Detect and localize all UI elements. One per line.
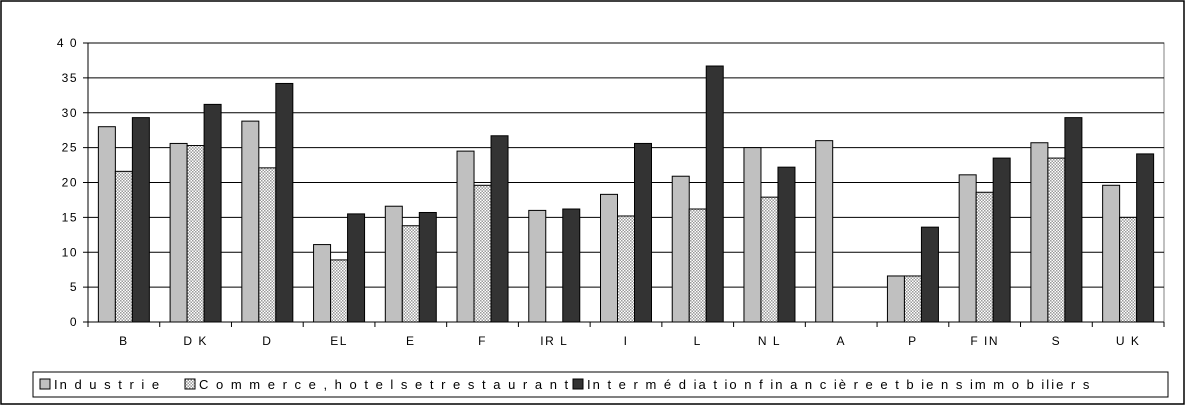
x-tick-label: P — [908, 334, 918, 348]
bar-3-4 — [347, 213, 366, 323]
bar-1-12 — [886, 275, 905, 323]
x-tick-labels: B D K D EL E F IR L I L N L A P F IN S U K — [119, 334, 1141, 348]
legend-swatch-1 — [39, 378, 51, 390]
x-tick-label: D — [262, 334, 272, 348]
x-tick-label: L — [694, 334, 702, 348]
bar-2-4 — [330, 259, 349, 323]
bar-1-7 — [528, 209, 547, 323]
bar-2-15 — [1119, 216, 1138, 323]
bar-1-11 — [815, 140, 834, 323]
bar-3-13 — [992, 157, 1011, 323]
bar-1-13 — [958, 174, 977, 323]
bar-3-5 — [418, 211, 437, 323]
bar-3-3 — [275, 82, 294, 323]
bars — [97, 65, 1155, 323]
legend-swatch-3 — [572, 378, 584, 390]
y-tick-label: 35 — [62, 71, 78, 85]
bar-2-12 — [903, 275, 922, 323]
bar-2-6 — [473, 184, 492, 323]
bar-2-2 — [186, 145, 205, 323]
bar-3-10 — [777, 166, 796, 323]
y-tick-label: 0 — [70, 315, 78, 329]
legend-swatch-2 — [184, 378, 196, 390]
x-tick-label: F IN — [970, 334, 999, 348]
bar-3-1 — [131, 117, 150, 323]
bar-1-3 — [241, 120, 260, 323]
bar-1-5 — [384, 205, 403, 323]
bar-2-1 — [114, 170, 133, 323]
y-tick-label: 10 — [62, 245, 78, 259]
bar-3-9 — [705, 65, 724, 323]
bar-1-2 — [169, 142, 188, 323]
bar-1-9 — [671, 175, 690, 323]
x-tick-label: EL — [330, 334, 348, 348]
legend: In d u s t r i e C o m m e r c e , h o t … — [39, 377, 1091, 392]
y-tick-label: 4 0 — [57, 36, 78, 50]
x-tick-label: A — [836, 334, 846, 348]
x-tick-label: E — [406, 334, 416, 348]
y-tick-label: 15 — [62, 210, 78, 224]
bar-3-12 — [920, 226, 939, 323]
bar-1-6 — [456, 150, 475, 323]
y-tick-label: 20 — [62, 176, 78, 190]
bar-3-6 — [490, 135, 509, 323]
x-tick-label: B — [119, 334, 129, 348]
y-tick-label: 5 — [70, 280, 78, 294]
x-tick-label: F — [478, 334, 487, 348]
y-tick-labels: 0 5 10 15 20 25 30 35 4 0 — [57, 36, 78, 329]
bar-2-9 — [688, 208, 707, 323]
bar-2-8 — [617, 215, 635, 323]
legend-label-2: C o m m e r c e , h o t e l s e t r e s … — [199, 377, 584, 392]
bar-3-2 — [203, 103, 222, 323]
bar-1-1 — [97, 126, 116, 323]
axes — [83, 42, 1165, 327]
x-tick-label: N L — [758, 334, 781, 348]
bar-1-10 — [743, 147, 762, 323]
y-tick-label: 25 — [62, 141, 78, 155]
bar-3-8 — [634, 142, 652, 323]
bar-2-14 — [1047, 157, 1066, 323]
x-tick-label: I — [624, 334, 629, 348]
legend-label-1: In d u s t r i e — [54, 377, 161, 392]
bar-1-15 — [1102, 184, 1121, 323]
bar-2-3 — [258, 167, 277, 323]
y-tick-label: 30 — [62, 106, 78, 120]
bar-1-4 — [313, 244, 332, 323]
bar-1-8 — [600, 193, 618, 323]
bar-3-7 — [562, 208, 581, 323]
bar-2-13 — [975, 191, 994, 323]
bar-1-14 — [1030, 142, 1049, 323]
x-tick-label: IR L — [540, 334, 568, 348]
x-tick-label: D K — [183, 334, 208, 348]
bar-2-10 — [760, 196, 779, 323]
bar-2-5 — [401, 225, 420, 323]
x-tick-label: U K — [1116, 334, 1141, 348]
x-tick-label: S — [1052, 334, 1062, 348]
legend-label-3: In t e r m é d ia t io n f in a n c iè r… — [587, 377, 1091, 392]
legend-box — [32, 371, 1169, 398]
bar-3-15 — [1136, 153, 1155, 323]
bar-3-14 — [1064, 117, 1083, 323]
